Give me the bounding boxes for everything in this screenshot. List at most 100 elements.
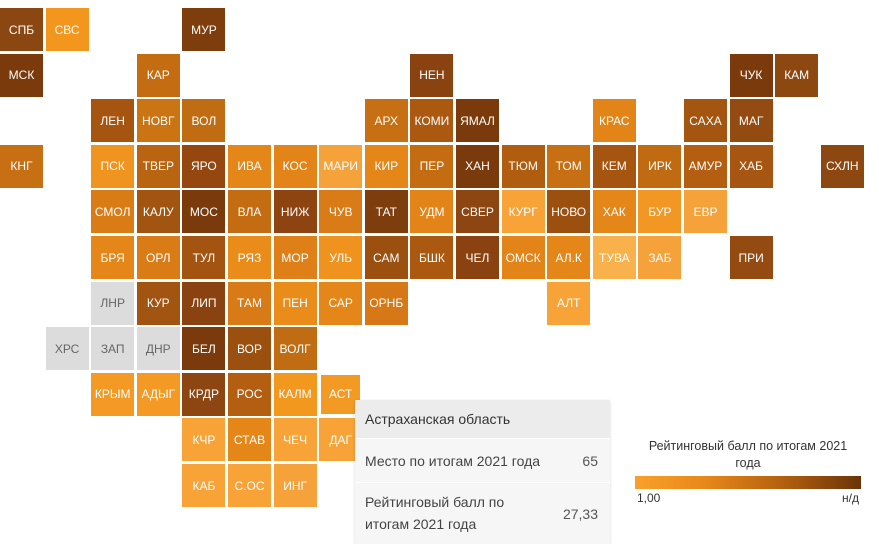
region-tile[interactable]: УЛЬ bbox=[318, 235, 364, 280]
region-tile[interactable]: СВС bbox=[44, 7, 90, 52]
tooltip-title: Астраханская область bbox=[355, 400, 610, 438]
region-tile[interactable]: ВОЛГ bbox=[272, 326, 318, 372]
region-tile[interactable]: НИЖ bbox=[272, 189, 318, 235]
tooltip-rank-row: Место по итогам 2021 года 65 bbox=[355, 438, 610, 482]
region-tile[interactable]: АРХ bbox=[363, 98, 409, 144]
legend-title: Рейтинговый балл по итогам 2021 года bbox=[648, 439, 848, 470]
region-tile[interactable]: СМОЛ bbox=[90, 189, 136, 235]
tooltip-score-value: 27,33 bbox=[562, 506, 598, 522]
legend-labels: 1,00 н/д bbox=[632, 491, 864, 507]
region-tile[interactable]: ТУВА bbox=[591, 235, 637, 280]
region-tile[interactable]: ТЮМ bbox=[500, 143, 546, 189]
region-tile[interactable]: БУР bbox=[637, 189, 683, 235]
region-tile[interactable]: СХЛН bbox=[819, 143, 865, 189]
region-tile[interactable]: ТАМ bbox=[227, 280, 272, 326]
region-tile[interactable]: САХА bbox=[683, 98, 728, 144]
region-tile[interactable]: БЕЛ bbox=[181, 326, 227, 372]
region-tile[interactable]: ЧЕЛ bbox=[455, 235, 500, 280]
region-tile[interactable]: КЧР bbox=[181, 417, 227, 463]
region-tile[interactable]: ТУЛ bbox=[181, 235, 227, 280]
region-tile[interactable]: РОС bbox=[227, 371, 272, 417]
region-tile[interactable]: ПСК bbox=[90, 143, 136, 189]
region-tile[interactable]: ЯМАЛ bbox=[455, 98, 500, 144]
region-tile[interactable]: С.ОС bbox=[227, 463, 272, 508]
color-legend: Рейтинговый балл по итогам 2021 года 1,0… bbox=[632, 438, 864, 507]
legend-min-label: 1,00 bbox=[637, 491, 661, 505]
region-tile[interactable]: ВОЛ bbox=[181, 98, 227, 144]
region-tile[interactable]: НОВГ bbox=[135, 98, 181, 144]
region-tile[interactable]: ЧУК bbox=[728, 52, 774, 98]
region-tile[interactable]: ОМСК bbox=[500, 235, 546, 280]
region-tile[interactable]: ЗАБ bbox=[637, 235, 683, 280]
region-tile[interactable]: ТВЕР bbox=[135, 143, 181, 189]
region-tile[interactable]: ХРС bbox=[44, 326, 90, 372]
region-tile[interactable]: МОС bbox=[181, 189, 227, 235]
region-tile[interactable]: ИНГ bbox=[272, 463, 318, 508]
region-tile[interactable]: КЕМ bbox=[591, 143, 637, 189]
region-tile[interactable]: КРЫМ bbox=[90, 371, 136, 417]
region-tile[interactable]: МСК bbox=[0, 52, 44, 98]
region-tile[interactable]: КУРГ bbox=[500, 189, 546, 235]
region-tile[interactable]: ЗАП bbox=[90, 326, 136, 372]
region-tile[interactable]: АЛ.К bbox=[546, 235, 592, 280]
region-tile[interactable]: КРАС bbox=[591, 98, 637, 144]
region-tile[interactable]: МОР bbox=[272, 235, 318, 280]
region-tile[interactable]: МУР bbox=[181, 7, 227, 52]
region-tile[interactable]: ПЕН bbox=[272, 280, 318, 326]
region-tile[interactable]: САМ bbox=[363, 235, 409, 280]
region-tile[interactable]: ПРИ bbox=[728, 235, 774, 280]
region-tile[interactable]: ХАБ bbox=[728, 143, 774, 189]
region-tile[interactable]: САР bbox=[318, 280, 364, 326]
region-tile[interactable]: ИВА bbox=[227, 143, 272, 189]
region-tile[interactable]: ВЛА bbox=[227, 189, 272, 235]
region-tile[interactable]: МАГ bbox=[728, 98, 774, 144]
region-tile[interactable]: ТАТ bbox=[363, 189, 409, 235]
region-tile[interactable]: ЕВР bbox=[683, 189, 728, 235]
region-tile[interactable]: АЛТ bbox=[546, 280, 592, 326]
region-tooltip: Астраханская область Место по итогам 202… bbox=[355, 400, 610, 544]
region-tile[interactable]: КУР bbox=[135, 280, 181, 326]
legend-max-label: н/д bbox=[842, 491, 859, 505]
region-tile[interactable]: ЛЕН bbox=[90, 98, 136, 144]
region-tile[interactable]: СВЕР bbox=[455, 189, 500, 235]
region-tile[interactable]: ПЕР bbox=[409, 143, 455, 189]
region-tile[interactable]: КАЛУ bbox=[135, 189, 181, 235]
region-tile[interactable]: ЛНР bbox=[90, 280, 136, 326]
region-tile[interactable]: ХАН bbox=[455, 143, 500, 189]
region-tile[interactable]: ВОР bbox=[227, 326, 272, 372]
tooltip-rank-label: Место по итогам 2021 года bbox=[365, 453, 541, 469]
region-tile[interactable]: БРЯ bbox=[90, 235, 136, 280]
region-tile[interactable]: КНГ bbox=[0, 143, 44, 189]
region-tile[interactable]: ИРК bbox=[637, 143, 683, 189]
region-tile[interactable]: МАРИ bbox=[318, 143, 364, 189]
tooltip-score-row: Рейтинговый балл по итогам 2021 года 27,… bbox=[355, 482, 610, 544]
region-tile[interactable]: СТАВ bbox=[227, 417, 272, 463]
region-tile[interactable]: НЕН bbox=[409, 52, 455, 98]
region-tile[interactable]: АМУР bbox=[683, 143, 728, 189]
region-tile[interactable]: КРДР bbox=[181, 371, 227, 417]
region-tile[interactable]: ЧЕЧ bbox=[272, 417, 318, 463]
region-tile[interactable]: КОМИ bbox=[409, 98, 455, 144]
region-tile[interactable]: УДМ bbox=[409, 189, 455, 235]
region-tile[interactable]: ТОМ bbox=[546, 143, 592, 189]
region-tile[interactable]: КАЛМ bbox=[272, 371, 318, 417]
region-tile[interactable]: РЯЗ bbox=[227, 235, 272, 280]
region-tile[interactable]: НОВО bbox=[546, 189, 592, 235]
region-tile[interactable]: ОРНБ bbox=[363, 280, 409, 326]
region-tile[interactable]: АДЫГ bbox=[135, 371, 181, 417]
region-tile[interactable]: ДНР bbox=[135, 326, 181, 372]
region-tile[interactable]: БШК bbox=[409, 235, 455, 280]
region-tile[interactable]: КОС bbox=[272, 143, 318, 189]
region-tile[interactable]: КАР bbox=[135, 52, 181, 98]
region-tile[interactable]: ОРЛ bbox=[135, 235, 181, 280]
region-tile[interactable]: ЧУВ bbox=[318, 189, 364, 235]
legend-gradient-bar bbox=[635, 476, 861, 489]
region-tile[interactable]: ЛИП bbox=[181, 280, 227, 326]
region-tile[interactable]: ЯРО bbox=[181, 143, 227, 189]
region-tile[interactable]: ХАК bbox=[591, 189, 637, 235]
region-tile[interactable]: СПБ bbox=[0, 7, 44, 52]
region-tile[interactable]: КАБ bbox=[181, 463, 227, 508]
region-tile[interactable]: КИР bbox=[363, 143, 409, 189]
region-tile[interactable]: КАМ bbox=[774, 52, 820, 98]
